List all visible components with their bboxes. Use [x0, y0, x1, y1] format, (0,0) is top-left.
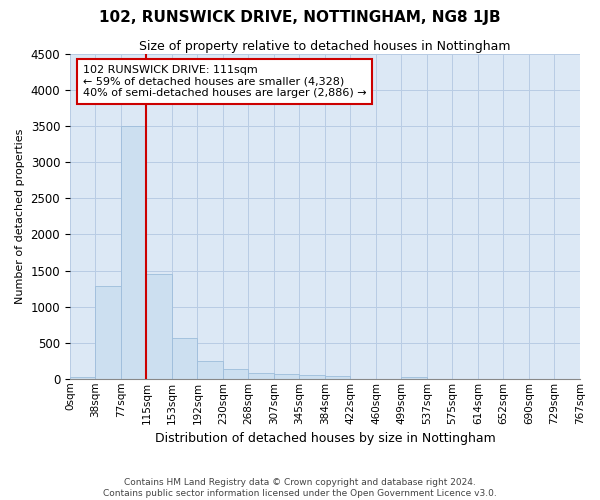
Bar [197, 361, 223, 379]
Bar [299, 375, 325, 379]
Text: Contains HM Land Registry data © Crown copyright and database right 2024.
Contai: Contains HM Land Registry data © Crown c… [103, 478, 497, 498]
Bar [70, 376, 95, 379]
Bar [325, 376, 350, 379]
Bar [172, 338, 197, 379]
Bar [146, 274, 172, 379]
Text: 102 RUNSWICK DRIVE: 111sqm
← 59% of detached houses are smaller (4,328)
40% of s: 102 RUNSWICK DRIVE: 111sqm ← 59% of deta… [83, 65, 366, 98]
X-axis label: Distribution of detached houses by size in Nottingham: Distribution of detached houses by size … [155, 432, 496, 445]
Bar [223, 370, 248, 379]
Bar [274, 374, 299, 379]
Bar [401, 376, 427, 379]
Bar [121, 126, 146, 379]
Title: Size of property relative to detached houses in Nottingham: Size of property relative to detached ho… [139, 40, 511, 53]
Bar [95, 286, 121, 379]
Y-axis label: Number of detached properties: Number of detached properties [15, 129, 25, 304]
Bar [248, 373, 274, 379]
Text: 102, RUNSWICK DRIVE, NOTTINGHAM, NG8 1JB: 102, RUNSWICK DRIVE, NOTTINGHAM, NG8 1JB [99, 10, 501, 25]
